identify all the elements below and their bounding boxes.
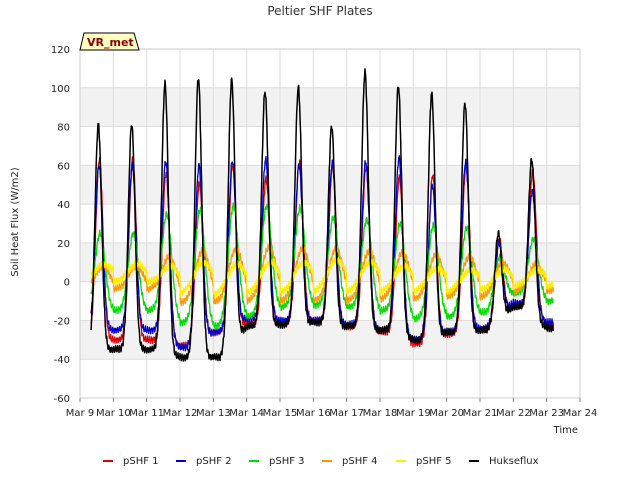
y-tick-label: -40 [54, 355, 70, 366]
x-tick-label: Mar 22 [496, 408, 531, 419]
chart-title: Peltier SHF Plates [267, 4, 372, 18]
x-tick-label: Mar 14 [229, 408, 264, 419]
x-tick-label: Mar 11 [129, 408, 164, 419]
series-line-pshf-3 [90, 202, 554, 331]
x-tick-label: Mar 10 [96, 408, 131, 419]
legend-label: pSHF 1 [123, 456, 159, 467]
y-tick-label: 40 [57, 200, 70, 211]
series-lines [90, 68, 555, 362]
plot-band [80, 281, 580, 321]
x-tick-label: Mar 9 [66, 408, 94, 419]
y-tick-label: 0 [64, 278, 70, 289]
x-tick-label: Mar 23 [529, 408, 564, 419]
legend-label: pSHF 5 [416, 456, 452, 467]
x-tick-label: Mar 21 [463, 408, 498, 419]
series-line-pshf-4 [90, 243, 554, 307]
y-tick-label: 100 [51, 84, 70, 95]
x-tick-label: Mar 19 [396, 408, 431, 419]
x-tick-label: Mar 18 [363, 408, 398, 419]
badge-label: VR_met [87, 36, 134, 49]
plot-band [80, 320, 580, 360]
x-axis-title: Time [553, 425, 578, 436]
plot-band [80, 49, 580, 88]
legend-label: pSHF 4 [342, 456, 378, 467]
series-line-pshf-5 [90, 256, 554, 299]
x-tick-label: Mar 16 [296, 408, 331, 419]
plot-band [80, 87, 580, 127]
x-tick-label: Mar 13 [196, 408, 231, 419]
y-axis-title: Soil Heat Flux (W/m2) [10, 167, 21, 276]
legend-label: Hukseflux [489, 456, 539, 467]
x-tick-label: Mar 24 [563, 408, 598, 419]
x-tick-label: Mar 20 [429, 408, 464, 419]
y-tick-label: 20 [57, 239, 70, 250]
badge: VR_met [79, 32, 140, 51]
x-tick-label: Mar 12 [163, 408, 198, 419]
y-tick-label: 60 [57, 161, 70, 172]
legend-label: pSHF 3 [269, 456, 305, 467]
y-tick-label: 80 [57, 123, 70, 134]
x-tick-label: Mar 15 [263, 408, 298, 419]
plot-band [80, 359, 580, 398]
series-line-hukseflux [90, 68, 555, 362]
x-tick-label: Mar 17 [329, 408, 364, 419]
y-axis-ticks: -60 -40 -20 0 20 40 60 80 100 120 [51, 45, 70, 405]
y-tick-label: -60 [54, 394, 70, 405]
y-tick-label: -20 [54, 316, 70, 327]
y-tick-label: 120 [51, 45, 70, 56]
legend: pSHF 1 pSHF 2 pSHF 3 pSHF 4 pSHF 5 Hukseflux [103, 456, 539, 467]
legend-label: pSHF 2 [196, 456, 232, 467]
plot-frame [79, 48, 581, 399]
